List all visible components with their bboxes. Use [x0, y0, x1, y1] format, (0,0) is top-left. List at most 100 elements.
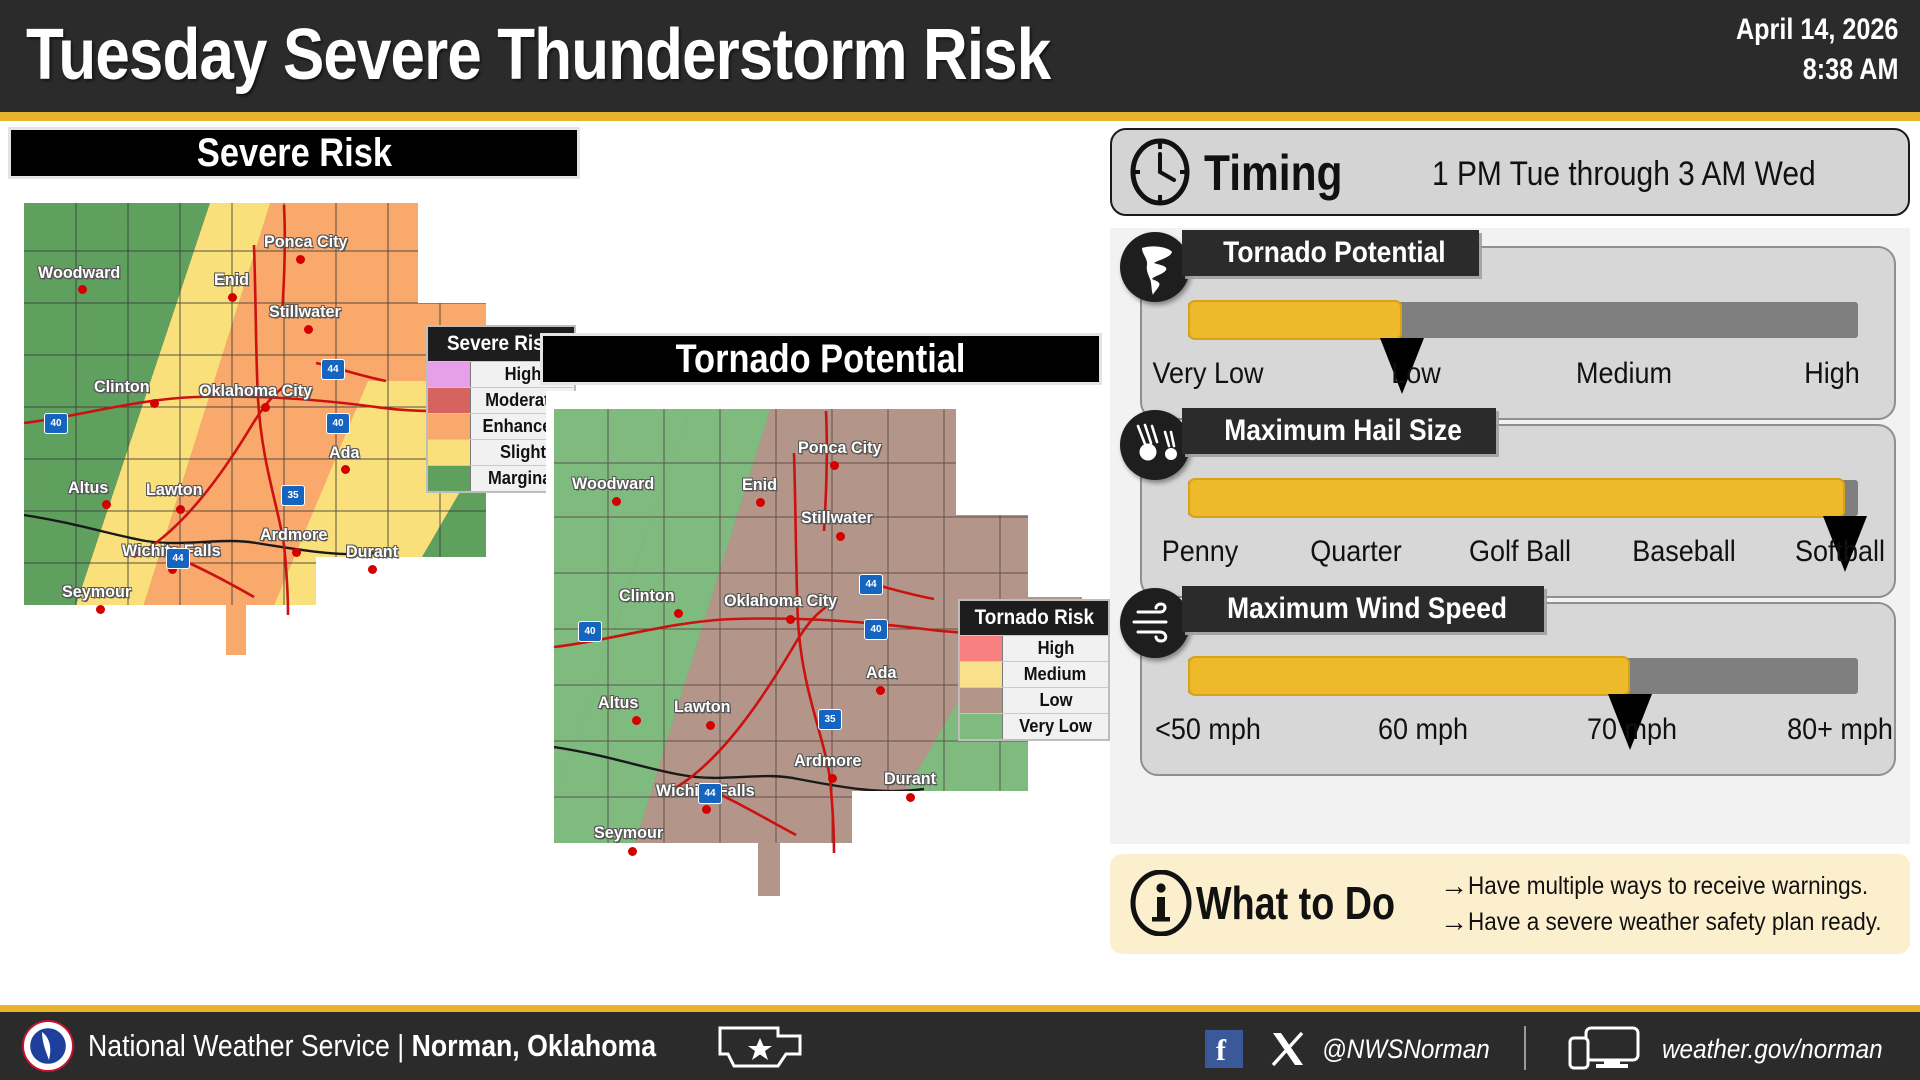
highway-shield-icon: 44 — [859, 574, 883, 595]
city-label: Seymour — [594, 823, 664, 842]
gauge-label: Tornado Potential — [1182, 230, 1479, 276]
maps-area: Severe Risk — [0, 121, 1110, 1005]
city-dot — [612, 497, 621, 506]
city-dot — [102, 500, 111, 509]
devices-icon — [1568, 1026, 1640, 1070]
what-to-do-text: Have a severe weather safety plan ready. — [1468, 908, 1882, 936]
wind-icon — [1120, 588, 1190, 658]
tornado-map-title: Tornado Potential — [540, 333, 1102, 385]
gauge-track[interactable] — [1188, 478, 1867, 572]
city-dot — [830, 461, 839, 470]
gauge-tick-label: Golf Ball — [1468, 535, 1572, 568]
tornado-potential-map[interactable]: Woodward Ponca City Enid Stillwater Clin… — [546, 391, 1094, 1001]
timing-label: Timing — [1204, 145, 1343, 201]
city-label: Lawton — [674, 697, 731, 716]
city-label: Ardmore — [260, 525, 328, 544]
city-dot — [261, 403, 270, 412]
legend-swatch — [428, 440, 471, 465]
highway-shield-icon: 44 — [166, 548, 190, 569]
city-label: Woodward — [38, 263, 121, 282]
legend-swatch — [428, 362, 471, 387]
gauge-ticks: Very Low Low Medium High — [1148, 352, 1892, 396]
city-label: Altus — [598, 693, 639, 712]
tornado-risk-legend: Tornado Risk High Medium Low Very Low — [958, 599, 1110, 741]
city-label: Oklahoma City — [724, 591, 838, 610]
facebook-icon[interactable] — [1205, 1030, 1243, 1068]
gauge-track[interactable] — [1188, 300, 1858, 394]
legend-label: High — [1003, 636, 1108, 661]
city-label: Ponca City — [264, 232, 348, 251]
social-handle: @NWSNorman — [1322, 1034, 1490, 1064]
gauge-tick-label: 70 mph — [1586, 713, 1677, 746]
hail-icon — [1120, 410, 1190, 480]
oklahoma-outline-icon — [718, 1026, 802, 1068]
city-dot — [674, 609, 683, 618]
city-dot — [828, 774, 837, 783]
legend-label: Low — [1003, 688, 1108, 713]
city-label: Seymour — [62, 582, 132, 601]
gauge-tornado-potential: Tornado Potential Very Low Low Medium Hi… — [1120, 230, 1896, 420]
nws-seal-logo — [22, 1020, 74, 1072]
header-gold-divider — [0, 112, 1920, 121]
timing-value: 1 PM Tue through 3 AM Wed — [1432, 155, 1816, 193]
arrow-icon: → — [1440, 870, 1468, 901]
city-label: Ardmore — [794, 751, 862, 770]
city-label: Durant — [346, 542, 399, 561]
legend-label: Very Low — [1003, 714, 1108, 739]
legend-row: Medium — [960, 661, 1108, 687]
city-dot — [292, 548, 301, 557]
tornado-icon — [1120, 232, 1190, 302]
header-datetime: April 14, 2026 8:38 AM — [1735, 10, 1898, 90]
footer-office: Norman, Oklahoma — [411, 1028, 657, 1063]
gauge-tick-label: Softball — [1794, 535, 1885, 568]
city-dot — [150, 399, 159, 408]
city-label: Woodward — [572, 474, 655, 493]
header-time: 8:38 AM — [1802, 53, 1898, 86]
city-dot — [706, 721, 715, 730]
city-dot — [296, 255, 305, 264]
highway-shield-icon: 44 — [698, 783, 722, 804]
footer-divider — [1524, 1026, 1526, 1070]
city-label: Durant — [884, 769, 937, 788]
gauge-tick-label: Quarter — [1310, 535, 1403, 568]
city-dot — [228, 293, 237, 302]
what-to-do-label: What to Do — [1196, 877, 1396, 929]
gauge-pointer-icon — [1380, 338, 1425, 394]
city-label: Enid — [214, 270, 250, 289]
gauge-label: Maximum Hail Size — [1182, 408, 1497, 454]
highway-shield-icon: 35 — [818, 709, 842, 730]
severe-risk-map-block: Severe Risk — [8, 127, 580, 727]
highway-shield-icon: 35 — [281, 485, 305, 506]
what-to-do-panel: What to Do → Have multiple ways to recei… — [1110, 854, 1910, 954]
legend-swatch — [428, 466, 471, 491]
right-panel: Timing 1 PM Tue through 3 AM Wed Tornado… — [1110, 128, 1912, 1008]
clock-icon — [1130, 138, 1190, 206]
legend-swatch — [960, 662, 1003, 687]
city-dot — [168, 565, 177, 574]
city-dot — [756, 498, 765, 507]
city-dot — [906, 793, 915, 802]
city-label: Stillwater — [801, 508, 873, 527]
x-twitter-icon[interactable] — [1268, 1029, 1308, 1069]
legend-label: Medium — [1003, 662, 1108, 687]
city-label: Stillwater — [269, 302, 341, 321]
footer-bar: National Weather Service | Norman, Oklah… — [0, 1012, 1920, 1080]
info-icon — [1130, 870, 1192, 936]
city-dot — [836, 532, 845, 541]
facebook-glyph: f — [1216, 1034, 1226, 1067]
city-label: Ponca City — [798, 438, 882, 457]
gauge-tick-label: High — [1804, 357, 1861, 390]
gauge-track[interactable] — [1188, 656, 1858, 750]
gauge-fill — [1188, 656, 1631, 696]
legend-swatch — [428, 414, 471, 439]
city-dot — [702, 805, 711, 814]
legend-swatch — [960, 714, 1003, 739]
city-dot — [176, 505, 185, 514]
legend-title: Tornado Risk — [960, 601, 1108, 635]
header-date: April 14, 2026 — [1735, 13, 1898, 46]
highway-shield-icon: 40 — [326, 413, 350, 434]
website-url: weather.gov/norman — [1662, 1034, 1883, 1064]
gauge-maximum-wind-speed: Maximum Wind Speed <50 mph 60 mph 70 mph… — [1120, 586, 1896, 776]
city-label: Enid — [742, 475, 778, 494]
